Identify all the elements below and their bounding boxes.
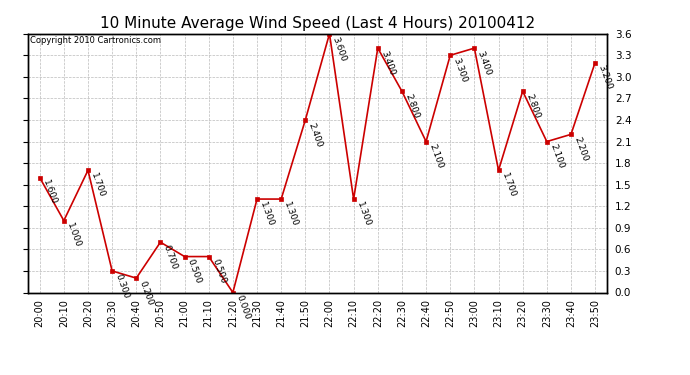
Text: 3.300: 3.300	[452, 57, 469, 84]
Text: 2.800: 2.800	[404, 93, 421, 120]
Text: 1.300: 1.300	[283, 201, 300, 228]
Text: 0.700: 0.700	[162, 244, 179, 271]
Text: 1.700: 1.700	[500, 172, 518, 199]
Text: 1.600: 1.600	[41, 179, 59, 206]
Text: 2.200: 2.200	[573, 136, 589, 163]
Text: 3.200: 3.200	[597, 64, 614, 91]
Text: 0.000: 0.000	[235, 294, 252, 321]
Text: 0.500: 0.500	[186, 258, 204, 285]
Title: 10 Minute Average Wind Speed (Last 4 Hours) 20100412: 10 Minute Average Wind Speed (Last 4 Hou…	[100, 16, 535, 31]
Text: 2.100: 2.100	[428, 143, 445, 170]
Text: 2.800: 2.800	[524, 93, 542, 120]
Text: 1.000: 1.000	[66, 222, 83, 249]
Text: 1.700: 1.700	[90, 172, 107, 199]
Text: 2.100: 2.100	[549, 143, 566, 170]
Text: 3.600: 3.600	[331, 35, 348, 63]
Text: 0.200: 0.200	[138, 279, 155, 307]
Text: 1.300: 1.300	[355, 201, 373, 228]
Text: 3.400: 3.400	[380, 50, 397, 77]
Text: 0.500: 0.500	[210, 258, 228, 285]
Text: 3.400: 3.400	[476, 50, 493, 77]
Text: 1.300: 1.300	[259, 201, 276, 228]
Text: Copyright 2010 Cartronics.com: Copyright 2010 Cartronics.com	[30, 36, 161, 45]
Text: 0.300: 0.300	[114, 272, 131, 300]
Text: 2.400: 2.400	[307, 122, 324, 148]
